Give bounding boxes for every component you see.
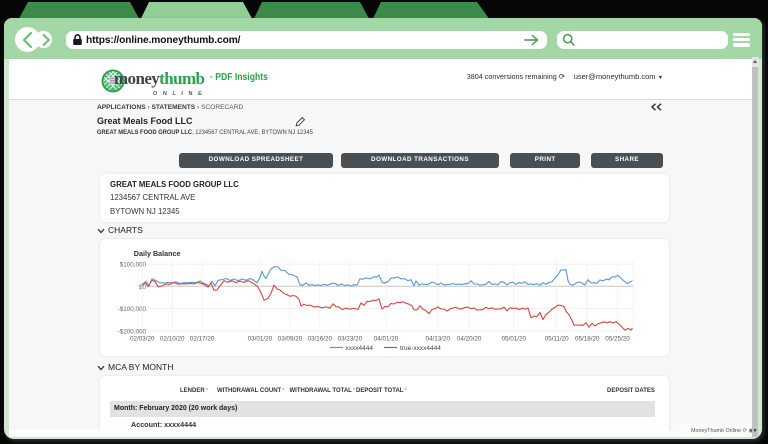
- svg-text:true-xxxx4444: true-xxxx4444: [400, 345, 441, 352]
- svg-text:-$100,000: -$100,000: [118, 306, 147, 313]
- svg-text:03/09/20: 03/09/20: [278, 336, 303, 343]
- svg-text:Daily Balance: Daily Balance: [134, 249, 181, 258]
- svg-text:04/01/20: 04/01/20: [374, 336, 399, 343]
- svg-text:$100,000: $100,000: [120, 262, 147, 269]
- svg-text:03/23/20: 03/23/20: [338, 336, 363, 343]
- svg-text:03/01/20: 03/01/20: [248, 336, 273, 343]
- svg-text:03/16/20: 03/16/20: [308, 336, 333, 343]
- svg-text:$0: $0: [139, 284, 147, 291]
- svg-text:02/03/20: 02/03/20: [130, 336, 155, 343]
- svg-text:05/11/20: 05/11/20: [545, 336, 570, 343]
- svg-text:-$200,000: -$200,000: [118, 328, 147, 335]
- svg-text:05/18/20: 05/18/20: [575, 336, 600, 343]
- svg-text:05/25/20: 05/25/20: [605, 336, 630, 343]
- svg-text:xxxx4444: xxxx4444: [346, 345, 374, 352]
- svg-text:02/10/20: 02/10/20: [160, 336, 185, 343]
- svg-text:05/01/20: 05/01/20: [502, 336, 527, 343]
- svg-text:04/20/20: 04/20/20: [457, 336, 482, 343]
- svg-text:02/17/20: 02/17/20: [190, 336, 215, 343]
- svg-text:04/13/20: 04/13/20: [426, 336, 451, 343]
